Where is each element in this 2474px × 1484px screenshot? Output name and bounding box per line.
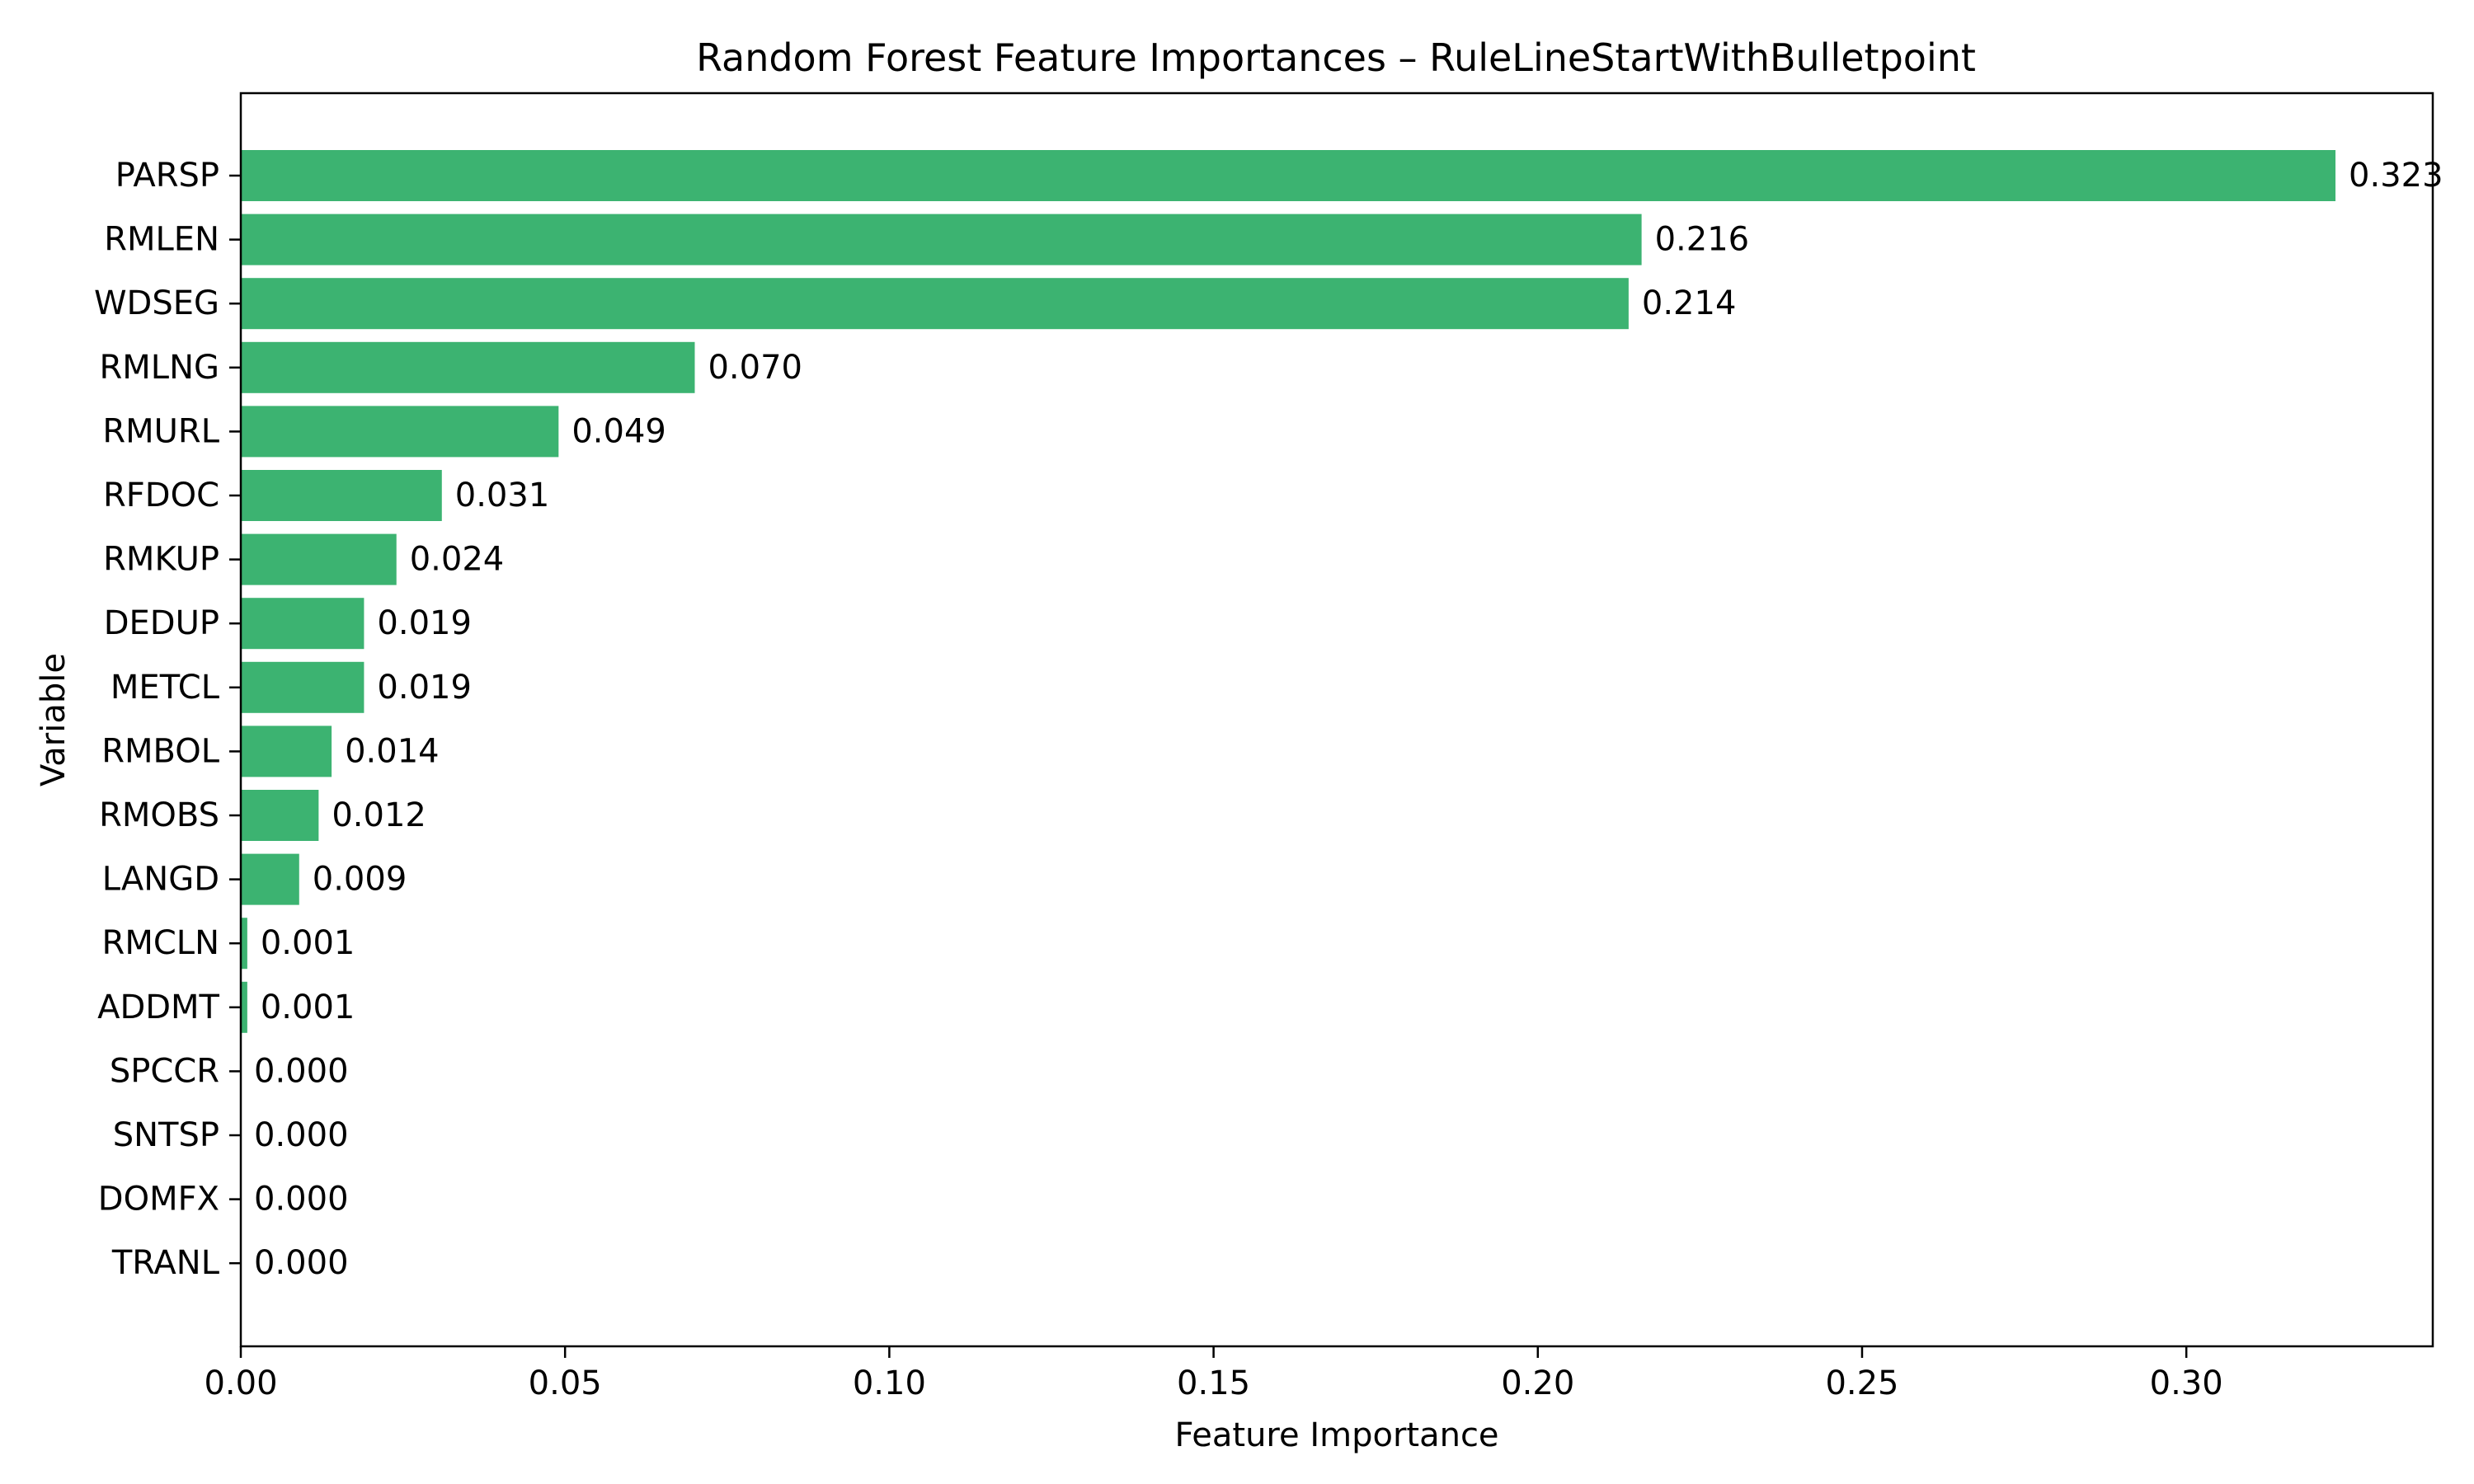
value-label: 0.014 xyxy=(345,732,440,770)
value-label: 0.019 xyxy=(377,604,472,642)
bar-langd xyxy=(241,853,299,905)
x-tick-label: 0.15 xyxy=(1177,1364,1250,1402)
value-label: 0.000 xyxy=(254,1052,349,1090)
bars-group xyxy=(241,150,2336,1033)
y-tick-label: SNTSP xyxy=(113,1116,219,1154)
value-label: 0.012 xyxy=(332,796,426,834)
bar-dedup xyxy=(241,598,365,650)
x-tick-label: 0.00 xyxy=(204,1364,277,1402)
y-tick-label: RMCLN xyxy=(102,924,219,962)
bar-rmlng xyxy=(241,341,695,393)
value-label: 0.000 xyxy=(254,1116,349,1154)
y-tick-label: RMLEN xyxy=(104,221,219,259)
bar-rfdoc xyxy=(241,470,442,521)
bar-addmt xyxy=(241,981,247,1033)
x-tick-label: 0.25 xyxy=(1825,1364,1898,1402)
y-tick-label: DOMFX xyxy=(98,1181,219,1219)
value-label: 0.323 xyxy=(2349,157,2443,195)
x-tick-label: 0.20 xyxy=(1501,1364,1574,1402)
y-tick-label: METCL xyxy=(111,669,220,707)
y-tick-label: WDSEG xyxy=(94,284,219,322)
bar-wdseg xyxy=(241,278,1629,330)
x-tick-label: 0.30 xyxy=(2150,1364,2223,1402)
bar-rmobs xyxy=(241,790,319,841)
y-tick-label: SPCCR xyxy=(110,1052,219,1090)
value-label: 0.001 xyxy=(261,989,355,1026)
plot-frame xyxy=(239,92,2434,1348)
value-label: 0.000 xyxy=(254,1244,349,1282)
y-tick-labels: PARSP RMLEN WDSEG RMLNG RMURL RFDOC RMKUP DEDUP… xyxy=(94,157,241,1282)
y-axis-label: Variable xyxy=(35,653,73,787)
y-tick-label: DEDUP xyxy=(104,604,219,642)
bar-rmcln xyxy=(241,918,247,970)
value-label: 0.031 xyxy=(455,477,550,514)
value-label: 0.214 xyxy=(1642,284,1737,322)
value-labels: 0.323 0.216 0.214 0.070 0.049 0.031 0.024 0.019… xyxy=(254,157,2443,1282)
bar-rmbol xyxy=(241,726,332,777)
value-label: 0.070 xyxy=(708,349,802,387)
y-tick-label: RMOBS xyxy=(99,796,219,834)
bar-parsp xyxy=(241,150,2336,201)
x-axis-label: Feature Importance xyxy=(1174,1416,1498,1454)
y-tick-label: RMBOL xyxy=(101,732,220,770)
value-label: 0.019 xyxy=(377,669,472,707)
value-label: 0.000 xyxy=(254,1181,349,1219)
bar-rmurl xyxy=(241,406,559,458)
x-tick-label: 0.05 xyxy=(529,1364,602,1402)
value-label: 0.001 xyxy=(261,924,355,962)
y-tick-label: RMURL xyxy=(102,412,219,450)
value-label: 0.009 xyxy=(313,861,407,899)
x-ticks: 0.00 0.05 0.10 0.15 0.20 0.25 0.30 xyxy=(204,1346,2223,1402)
bar-rmkup xyxy=(241,533,397,585)
value-label: 0.024 xyxy=(410,541,505,579)
value-label: 0.049 xyxy=(571,412,666,450)
bar-rmlen xyxy=(241,214,1642,265)
y-tick-label: RMKUP xyxy=(103,541,219,579)
x-tick-label: 0.10 xyxy=(853,1364,926,1402)
y-tick-label: LANGD xyxy=(102,861,219,899)
y-tick-label: RFDOC xyxy=(103,477,219,514)
y-tick-label: PARSP xyxy=(115,157,219,195)
y-tick-label: TRANL xyxy=(111,1244,220,1282)
value-label: 0.216 xyxy=(1655,221,1750,259)
y-tick-label: RMLNG xyxy=(99,349,219,387)
bar-metcl xyxy=(241,661,365,713)
y-tick-label: ADDMT xyxy=(97,989,219,1026)
chart-title: Random Forest Feature Importances – Rule… xyxy=(696,35,1976,80)
